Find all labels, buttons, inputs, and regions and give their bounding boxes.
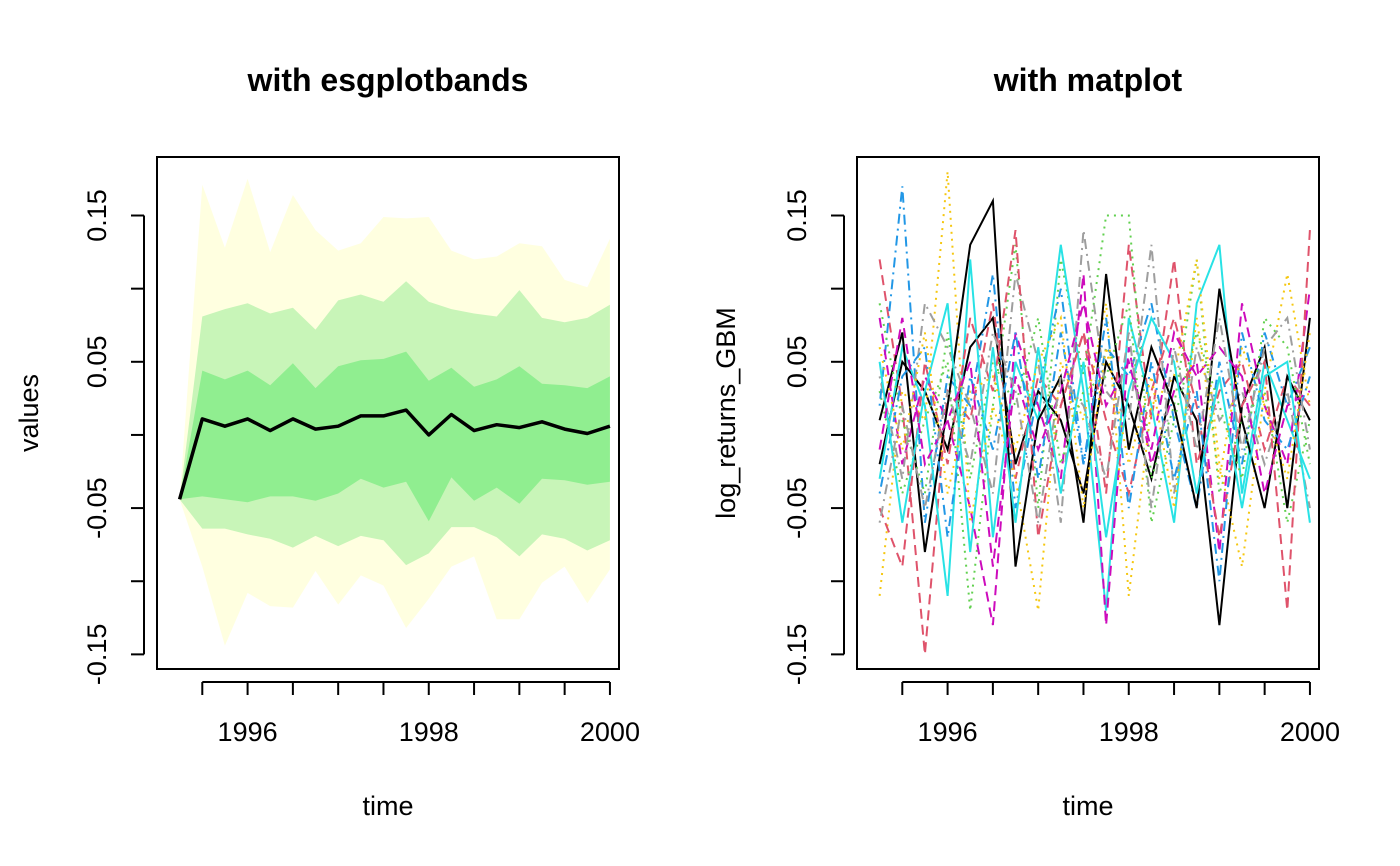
y-tick-label: 0.15 (782, 189, 812, 242)
series-line-16 (878, 315, 1311, 523)
x-tick-label: 1998 (1099, 717, 1159, 747)
plot-frame (856, 156, 1320, 670)
plot-frame (156, 156, 620, 670)
plot-area (177, 178, 611, 646)
series-line-3 (878, 214, 1311, 611)
y-tick-label: 0.05 (82, 336, 112, 389)
series-line-13 (878, 303, 1311, 553)
x-axis-label: time (1062, 791, 1113, 821)
y-tick-label: -0.05 (82, 477, 112, 539)
series-line-5 (878, 244, 1311, 611)
y-tick-label: -0.15 (782, 624, 812, 686)
series-line-8 (878, 229, 1311, 523)
y-tick-label: 0.15 (82, 189, 112, 242)
y-axis-label: values (14, 374, 44, 452)
series-line-15 (878, 314, 1311, 509)
series-line-14 (878, 303, 1311, 567)
y-tick-label: -0.15 (82, 624, 112, 686)
x-tick-label: 1998 (399, 717, 459, 747)
y-tick-label: 0.05 (782, 336, 812, 389)
panel-1: -0.15 -0.05 0.05 0.15 1996 1998 2000 with esgpl… (14, 62, 640, 821)
plot-area (878, 171, 1311, 655)
x-tick-label: 1996 (918, 717, 978, 747)
chart-title: with esgplotbands (247, 62, 529, 98)
panel-2: -0.15 -0.05 0.05 0.15 1996 1998 2000 with matpl… (711, 62, 1340, 821)
series-line-2 (878, 244, 1311, 655)
y-tick-label: -0.05 (782, 477, 812, 539)
y-axis-label: log_returns_GBM (711, 307, 741, 519)
series-line-12 (878, 317, 1311, 582)
x-tick-label: 1996 (218, 717, 278, 747)
band-inner (179, 351, 610, 522)
median-line (177, 408, 611, 500)
x-tick-label: 2000 (580, 717, 640, 747)
x-axis-label: time (362, 791, 413, 821)
series-line-9 (878, 197, 1311, 567)
x-tick-label: 2000 (1280, 717, 1340, 747)
chart-title: with matplot (993, 62, 1183, 98)
